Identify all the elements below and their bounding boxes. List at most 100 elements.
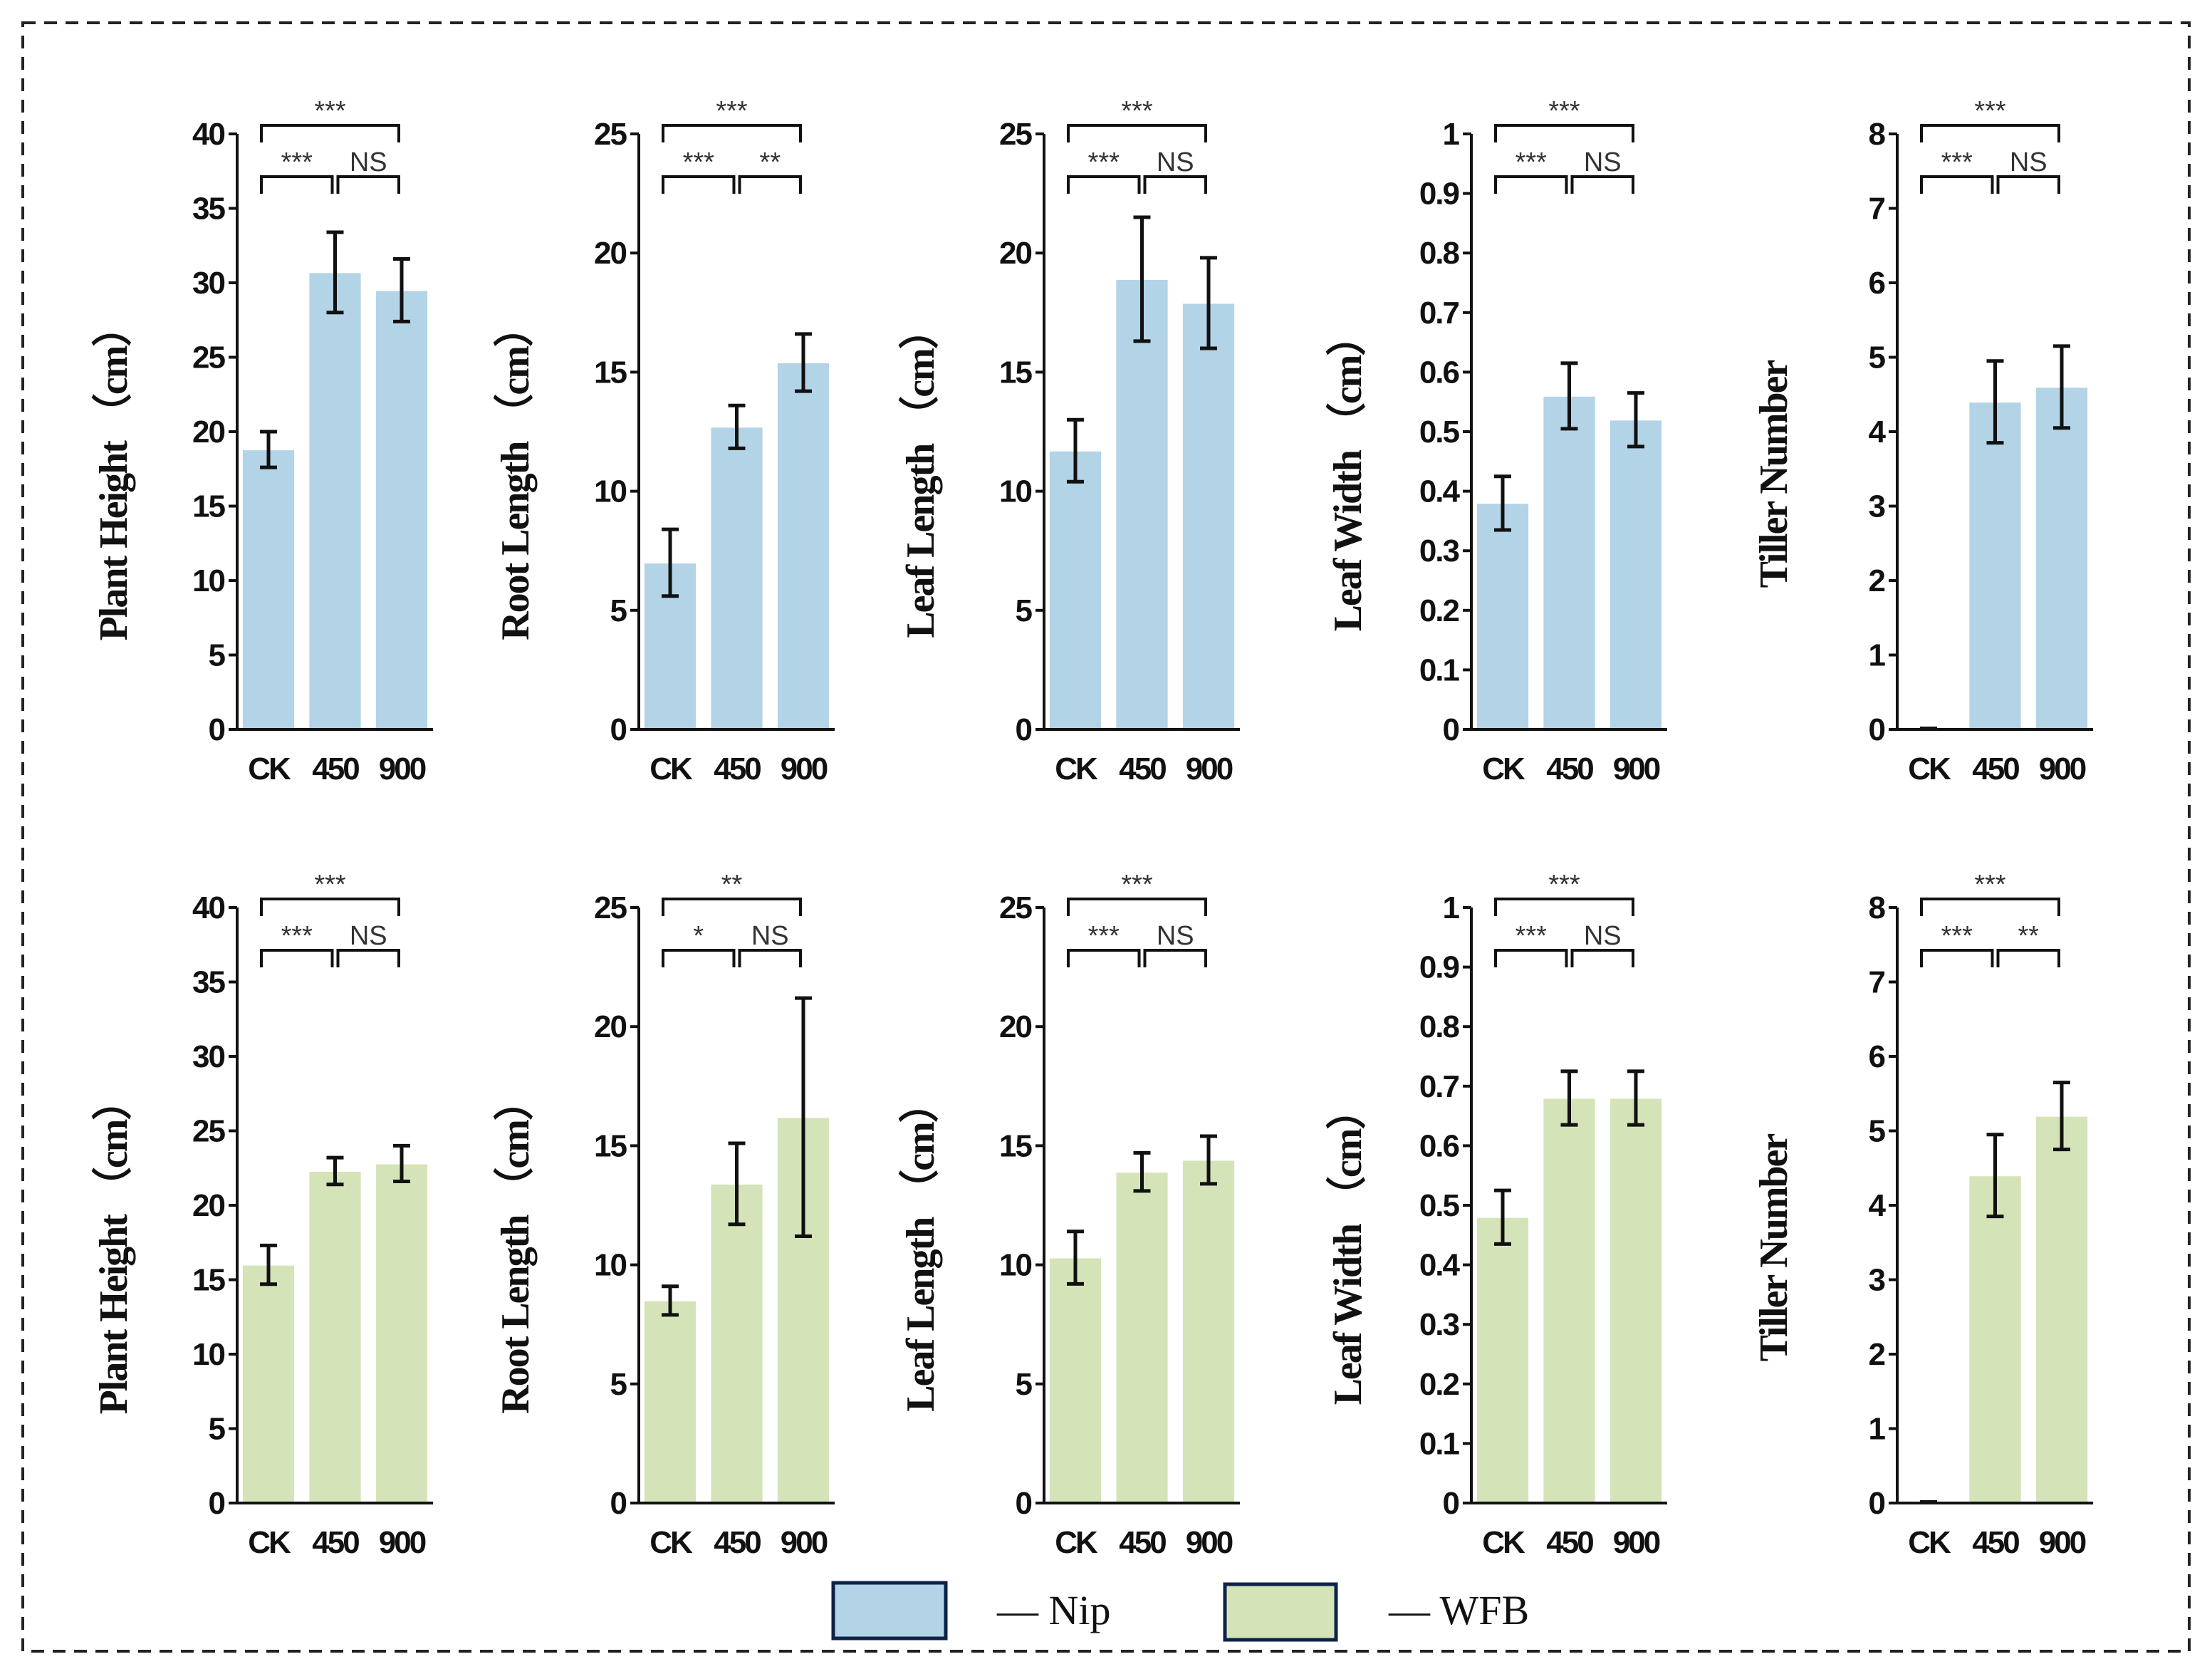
bracket-ck-450: *** (260, 147, 334, 194)
y-tick-label: 2 (1869, 563, 1885, 598)
bar-900 (776, 362, 831, 730)
y-tick-label: 0 (1443, 1486, 1459, 1521)
y-tick-label: 1 (1443, 117, 1460, 152)
y-tick-label: 0.6 (1419, 355, 1459, 390)
bracket-ck-900: *** (1067, 870, 1207, 916)
error-bar-450 (1560, 1069, 1578, 1127)
y-tick-label: 0 (610, 712, 627, 747)
x-tick-label: CK (1908, 752, 1951, 786)
x-tick-label: CK (1482, 1525, 1525, 1560)
bracket-ck-900: *** (1494, 870, 1634, 916)
error-bar-900 (1200, 1134, 1217, 1186)
y-tick-label: 0 (1443, 712, 1459, 747)
y-tick-label: 0.9 (1419, 950, 1459, 985)
x-tick-label: CK (1055, 752, 1098, 786)
error-bar-450 (1133, 1150, 1151, 1193)
error-bar-900 (393, 257, 410, 323)
bar-450 (709, 426, 764, 730)
error-bar-CK (1494, 1188, 1511, 1246)
y-tick-label: 25 (999, 117, 1032, 152)
bar-900 (374, 1163, 429, 1504)
y-tick-label: 10 (192, 563, 224, 598)
bracket-ck-450: *** (1067, 921, 1141, 967)
y-tick-label: 0 (209, 712, 225, 747)
x-tick-label: 450 (312, 1525, 359, 1560)
significance-label: *** (1088, 921, 1120, 951)
x-tick-label: 900 (1613, 752, 1660, 786)
y-tick-label: 25 (594, 890, 627, 925)
bracket-ck-450: *** (1920, 147, 1994, 194)
significance-label: NS (350, 921, 387, 951)
significance-label: NS (2010, 147, 2047, 177)
bar-900 (1608, 419, 1664, 731)
x-tick-label: CK (649, 752, 693, 786)
y-tick-label: 30 (192, 1039, 224, 1074)
y-axis-label: Leaf Width （cm） (1325, 318, 1370, 632)
y-tick-label: 5 (1016, 1367, 1033, 1402)
x-tick-label: CK (248, 752, 291, 786)
y-tick-label: 0.5 (1419, 1188, 1460, 1223)
bracket-450-900: NS (1996, 147, 2060, 194)
y-tick-label: 0 (1016, 1486, 1032, 1521)
bar-900 (2034, 1115, 2090, 1504)
y-tick-label: 0.4 (1419, 474, 1461, 509)
y-tick-label: 0.1 (1419, 1426, 1460, 1461)
error-bar-450 (728, 403, 746, 450)
y-tick-label: 0.1 (1419, 653, 1460, 687)
y-tick-label: 5 (1869, 1114, 1886, 1149)
y-tick-label: 20 (999, 236, 1031, 271)
dashed-frame (21, 21, 2191, 1653)
error-bar-900 (795, 996, 812, 1238)
error-bar-450 (326, 1155, 344, 1187)
y-tick-label: 35 (192, 965, 225, 1000)
legend: — Nip — WFB (831, 1581, 1529, 1642)
y-axis-label: Leaf Length （cm） (898, 1084, 943, 1412)
bar-900 (1181, 1159, 1236, 1504)
y-tick-label: 8 (1869, 890, 1886, 925)
x-tick-label: 900 (1186, 752, 1233, 786)
bracket-450-900: NS (336, 147, 400, 194)
error-bar-450 (1986, 359, 2004, 445)
bracket-450-900: NS (738, 921, 802, 967)
significance-label: *** (1548, 96, 1580, 126)
y-tick-label: 25 (192, 340, 225, 375)
y-tick-label: 1 (1443, 890, 1460, 925)
y-axis-label: Root Length （cm） (493, 1082, 538, 1414)
bar-900 (1608, 1097, 1664, 1504)
significance-label: ** (759, 147, 781, 177)
x-tick-label: 450 (1972, 1525, 2019, 1560)
error-bar-CK (1067, 1229, 1084, 1286)
bracket-ck-900: *** (1920, 870, 2060, 916)
y-tick-label: 5 (1869, 340, 1886, 375)
error-bar-CK (260, 1243, 277, 1286)
significance-label: *** (716, 96, 748, 126)
significance-label: *** (683, 147, 715, 177)
significance-label: *** (1515, 921, 1548, 951)
y-tick-label: 0.4 (1419, 1248, 1461, 1283)
y-tick-label: 10 (999, 1248, 1031, 1283)
bracket-450-900: NS (1570, 921, 1634, 967)
x-tick-label: 900 (379, 1525, 426, 1560)
x-tick-label: 450 (1546, 1525, 1593, 1560)
y-tick-label: 15 (999, 355, 1032, 390)
y-tick-label: 15 (594, 355, 627, 390)
y-tick-label: 20 (594, 236, 626, 271)
bracket-ck-900: *** (260, 96, 400, 142)
y-axis-label: Tiller Number (1752, 1133, 1796, 1361)
significance-label: *** (314, 96, 346, 126)
bar-900 (2034, 386, 2090, 730)
error-bar-900 (393, 1143, 410, 1184)
bracket-450-900: NS (1143, 921, 1207, 967)
error-bar-450 (1986, 1133, 2004, 1219)
significance-label: ** (2018, 921, 2039, 951)
y-tick-label: 25 (999, 890, 1032, 925)
bar-CK (1475, 502, 1530, 730)
y-tick-label: 20 (192, 415, 224, 449)
y-tick-label: 0.5 (1419, 415, 1460, 449)
panel-wfb-2: CK 450 900 0 5 10 15 20 25 Leaf Length （cm） ******… (898, 870, 1240, 1560)
bar-450 (709, 1182, 764, 1504)
significance-label: *** (1121, 870, 1153, 900)
error-bar-900 (2053, 1081, 2070, 1152)
